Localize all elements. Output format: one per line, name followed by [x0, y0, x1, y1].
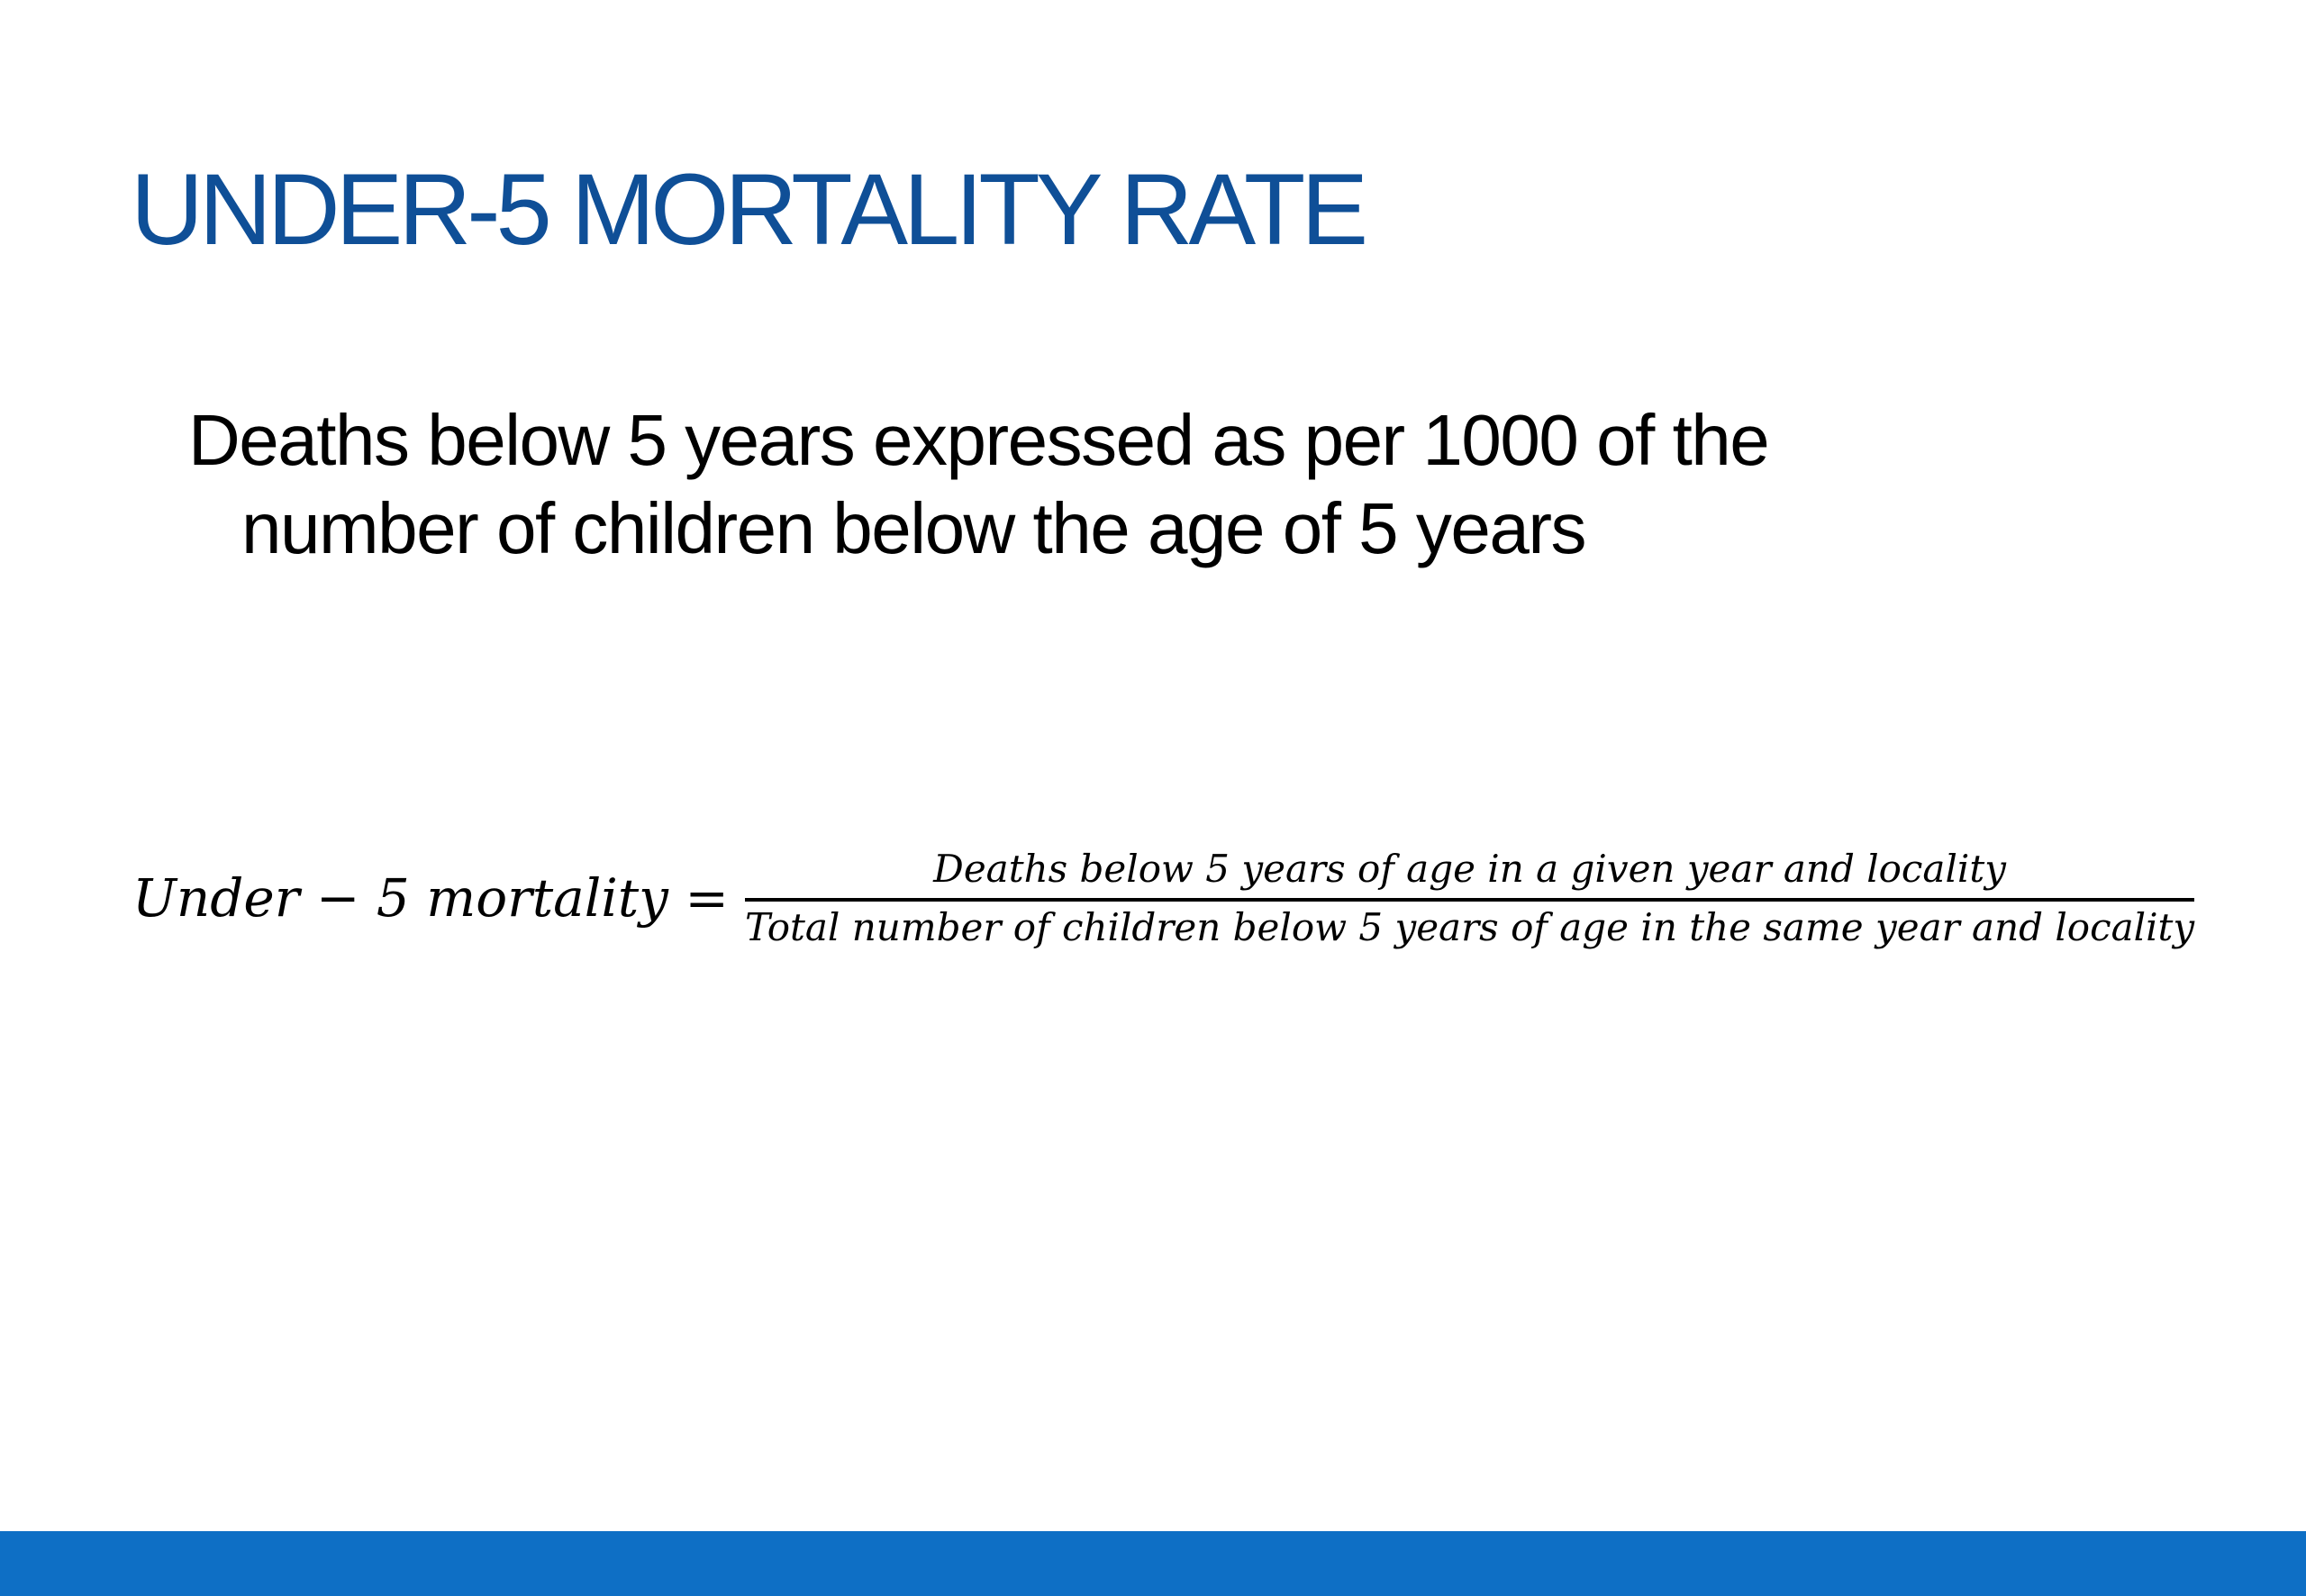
fraction-bar — [744, 898, 2195, 902]
definition-text: Deaths below 5 years expressed as per 10… — [188, 396, 1770, 573]
definition-line-2: number of children below the age of 5 ye… — [241, 488, 1586, 568]
slide-title: UNDER-5 MORTALITY RATE — [131, 153, 1368, 266]
formula-lhs: Under − 5 mortality = — [132, 867, 729, 929]
definition-line-1: Deaths below 5 years expressed as per 10… — [188, 400, 1770, 480]
formula-fraction: Deaths below 5 years of age in a given y… — [744, 847, 2195, 949]
formula-denominator: Total number of children below 5 years o… — [744, 905, 2195, 949]
formula-numerator: Deaths below 5 years of age in a given y… — [933, 847, 2006, 891]
mortality-formula: Under − 5 mortality = Deaths below 5 yea… — [132, 847, 2195, 949]
footer-accent-bar — [0, 1531, 2306, 1596]
